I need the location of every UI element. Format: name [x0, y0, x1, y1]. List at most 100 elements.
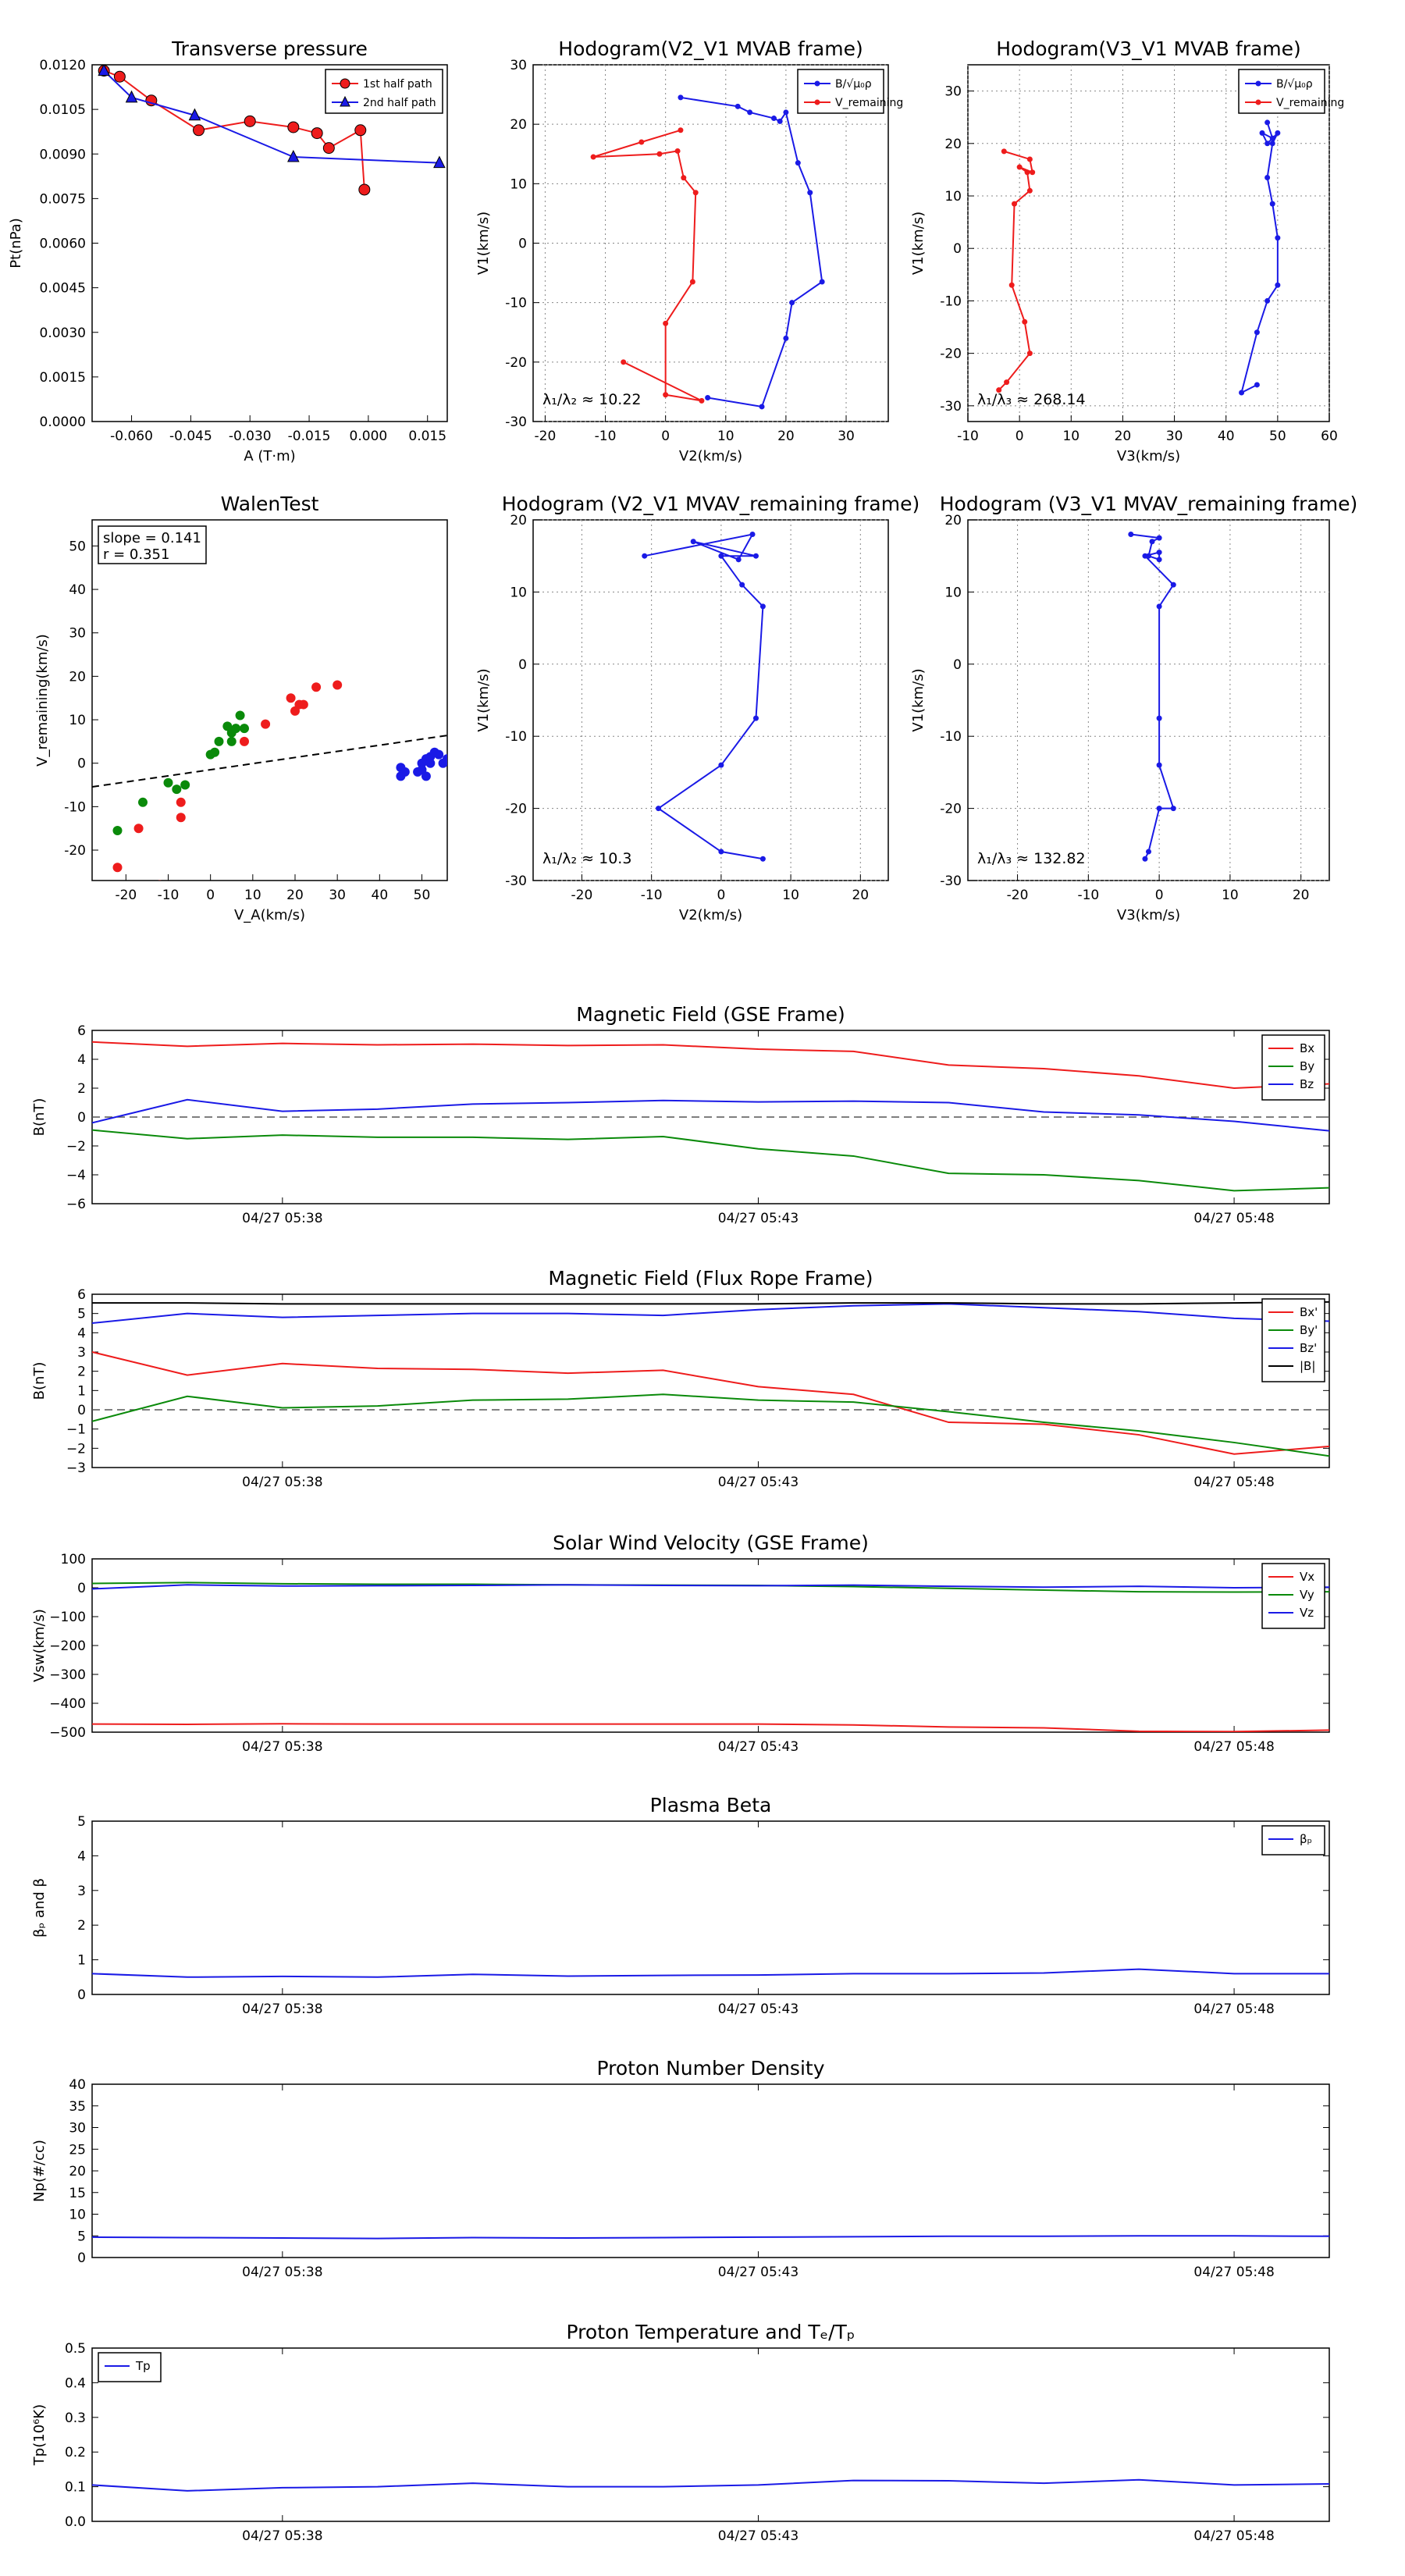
x-tick-label: -20 — [115, 888, 137, 903]
data-point — [807, 190, 813, 196]
y-tick-label: 4 — [77, 1325, 86, 1341]
x-tick-label: 0 — [1016, 429, 1024, 444]
y-tick-label: 4 — [77, 1848, 86, 1864]
legend-label: By — [1300, 1059, 1314, 1073]
y-axis-label: V_remaining(km/s) — [34, 634, 51, 767]
data-point — [1264, 141, 1271, 147]
data-point — [739, 582, 745, 588]
y-tick-label: 0.0015 — [40, 370, 86, 386]
y-tick-label: −2 — [66, 1441, 86, 1457]
x-tick-label: 04/27 05:48 — [1193, 2001, 1274, 2017]
y-tick-label: 100 — [61, 1552, 86, 1567]
x-tick-label: 10 — [717, 429, 735, 444]
y-tick-label: 2 — [77, 1081, 86, 1097]
data-point — [311, 127, 323, 140]
data-point — [1026, 156, 1033, 162]
data-point — [1004, 379, 1010, 386]
legend-label: B/√μ₀ρ — [835, 78, 872, 91]
data-point — [358, 183, 371, 196]
data-point — [1001, 148, 1007, 155]
x-tick-label: -20 — [535, 429, 557, 444]
series-line-B/√μ₀ρ — [1240, 122, 1279, 394]
data-point — [1264, 174, 1271, 180]
x-tick-label: 04/27 05:38 — [242, 2265, 322, 2280]
data-point — [1012, 201, 1018, 207]
data-point — [226, 736, 237, 746]
y-tick-label: -10 — [940, 729, 962, 745]
x-tick-label: 0 — [717, 888, 725, 903]
x-tick-label: 04/27 05:38 — [242, 1211, 322, 1226]
data-point — [1170, 582, 1176, 588]
plot-frame — [967, 519, 1330, 881]
data-point — [112, 825, 123, 835]
data-point — [752, 715, 759, 721]
x-tick-label: -20 — [1007, 888, 1029, 903]
data-point — [735, 557, 742, 563]
legend-marker — [1255, 80, 1261, 87]
y-tick-label: 0 — [518, 237, 527, 252]
data-point — [770, 116, 777, 122]
chart-title: Solar Wind Velocity (GSE Frame) — [553, 1532, 869, 1554]
data-point — [678, 94, 684, 101]
series-line-|B| — [92, 1300, 1329, 1305]
plot-frame — [91, 519, 448, 881]
x-tick-label: -10 — [158, 888, 180, 903]
y-tick-label: 20 — [510, 117, 527, 133]
y-tick-label: 3 — [77, 1884, 86, 1899]
data-point — [354, 124, 367, 137]
data-point — [98, 65, 110, 76]
x-tick-label: 0 — [661, 429, 670, 444]
y-tick-label: −1 — [66, 1422, 86, 1438]
data-point — [231, 724, 241, 734]
data-point — [400, 767, 410, 777]
x-tick-label: 20 — [1293, 888, 1310, 903]
y-axis-label: Np(#/cc) — [31, 2140, 48, 2202]
y-tick-label: 30 — [944, 84, 962, 100]
x-tick-label: 0.000 — [350, 429, 388, 444]
y-tick-label: 0.0030 — [40, 326, 86, 341]
data-point — [699, 397, 705, 404]
data-point — [789, 300, 795, 306]
data-layer — [92, 1582, 1329, 1732]
data-point — [163, 777, 173, 788]
y-axis-label: V1(km/s) — [910, 668, 927, 731]
y-tick-label: 0.0105 — [40, 102, 86, 118]
data-point — [1030, 169, 1036, 176]
series-line-1st half path — [103, 69, 365, 190]
data-point — [244, 115, 256, 127]
x-tick-label: 50 — [1269, 429, 1286, 444]
y-tick-label: 20 — [944, 513, 962, 528]
data-layer — [92, 680, 447, 881]
legend-marker — [340, 78, 350, 89]
chart-title: Hodogram(V2_V1 MVAB frame) — [558, 37, 863, 60]
series-line-By — [92, 1129, 1329, 1192]
data-point — [1142, 856, 1148, 862]
data-point — [261, 719, 271, 729]
chart-panel-2: Hodogram(V3_V1 MVAB frame) -10 0 10 20 30 40 50… — [910, 37, 1344, 464]
plot-frame — [967, 64, 1330, 422]
data-point — [286, 693, 296, 703]
y-tick-label: 20 — [69, 669, 86, 685]
data-point — [638, 139, 645, 145]
x-axis-label: V3(km/s) — [1117, 448, 1180, 464]
data-point — [1275, 130, 1281, 136]
data-point — [718, 762, 724, 768]
y-axis-label: Vsw(km/s) — [31, 1609, 48, 1682]
chart-title: Hodogram (V3_V1 MVAV_remaining frame) — [940, 493, 1358, 515]
x-tick-label: 10 — [1222, 888, 1239, 903]
y-tick-label: 0 — [77, 1110, 86, 1126]
data-point — [656, 151, 663, 157]
y-axis-label: Tp(10⁶K) — [31, 2404, 48, 2466]
y-tick-label: 4 — [77, 1052, 86, 1068]
data-layer — [92, 1041, 1329, 1192]
data-layer — [98, 65, 446, 196]
series-line-Vx — [92, 1723, 1329, 1732]
data-point — [188, 108, 201, 121]
y-tick-label: 0.0 — [65, 2514, 86, 2530]
data-point — [172, 785, 182, 795]
x-axis-label: V2(km/s) — [679, 907, 742, 923]
y-tick-label: 2 — [77, 1364, 86, 1380]
y-tick-label: 30 — [69, 626, 86, 642]
x-tick-label: 0 — [1155, 888, 1164, 903]
y-tick-label: 10 — [69, 713, 86, 728]
